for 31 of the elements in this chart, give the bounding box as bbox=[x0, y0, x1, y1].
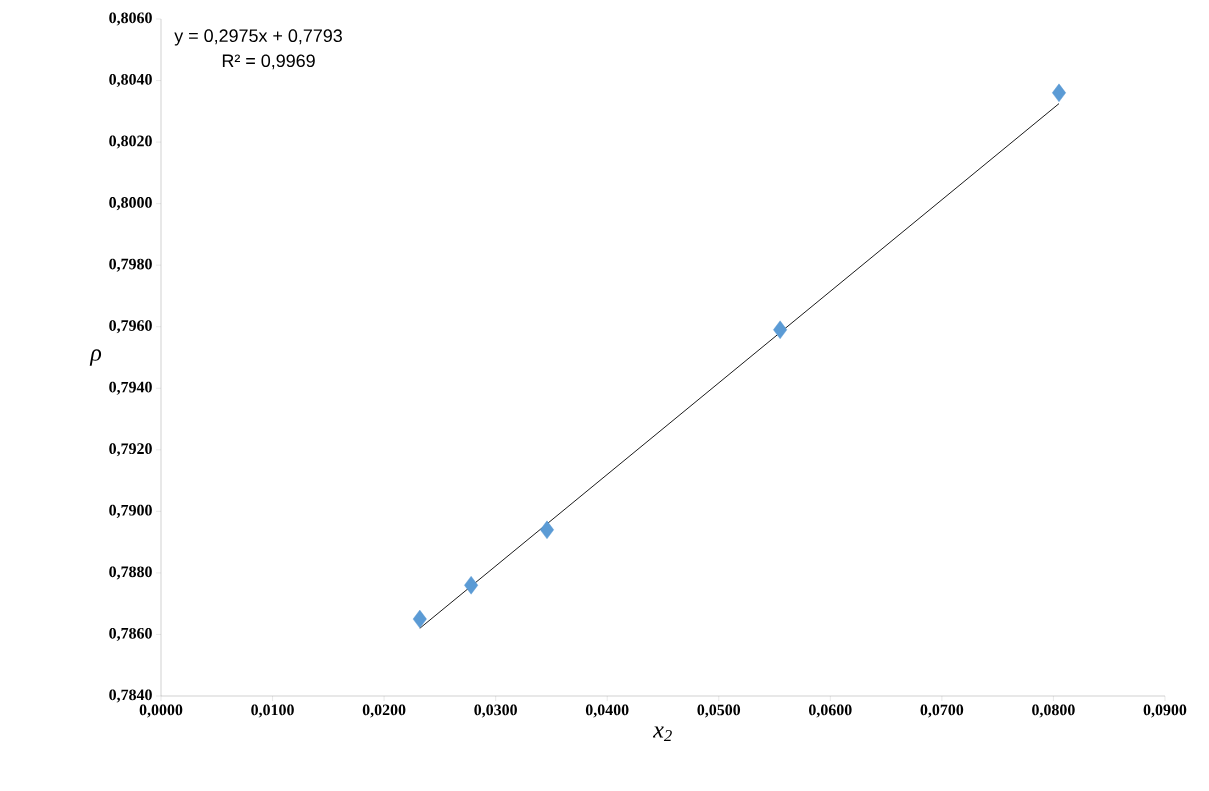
x-axis-title: x$_{2}$ bbox=[652, 726, 672, 742]
x-tick-label: 0,0900 bbox=[1143, 704, 1187, 718]
point bbox=[464, 576, 479, 595]
annotation: R² = 0,9969 bbox=[222, 54, 315, 70]
x-tick-label: 0,0700 bbox=[920, 704, 964, 718]
x-tick-label: 0,0100 bbox=[251, 704, 294, 718]
x-tick-label: 0,0000 bbox=[139, 704, 183, 718]
point bbox=[540, 520, 554, 540]
y-tick-label: 0,7840 bbox=[109, 689, 152, 703]
y-tick-label: 0,8040 bbox=[109, 74, 152, 88]
annotation: y = 0,2975x + 0,7793 bbox=[174, 29, 342, 46]
x-tick-label: 0,0300 bbox=[474, 704, 517, 718]
point bbox=[773, 320, 788, 339]
x-tick-label: 0,0500 bbox=[697, 704, 741, 718]
x-tick-label: 0,0200 bbox=[362, 704, 406, 718]
y-tick-label: 0,7900 bbox=[109, 504, 152, 518]
y-tick-label: 0,8000 bbox=[109, 197, 152, 211]
y-tick-label: 0,7940 bbox=[109, 381, 152, 395]
y-tick-label: 0,7860 bbox=[109, 627, 152, 641]
point bbox=[1052, 83, 1066, 103]
y-axis-title: ρ bbox=[89, 349, 102, 366]
y-tick-label: 0,8020 bbox=[109, 135, 152, 149]
y-tick-label: 0,8060 bbox=[109, 12, 152, 26]
x-tick-label: 0,0800 bbox=[1032, 704, 1075, 718]
y-tick-label: 0,7980 bbox=[109, 258, 152, 272]
x-tick-label: 0,0400 bbox=[585, 704, 629, 718]
point bbox=[412, 609, 427, 629]
x-tick-label: 0,0600 bbox=[809, 704, 852, 718]
y-tick-label: 0,7920 bbox=[109, 443, 152, 457]
y-tick-label: 0,7960 bbox=[109, 320, 152, 334]
y-tick-label: 0,7880 bbox=[109, 566, 152, 580]
